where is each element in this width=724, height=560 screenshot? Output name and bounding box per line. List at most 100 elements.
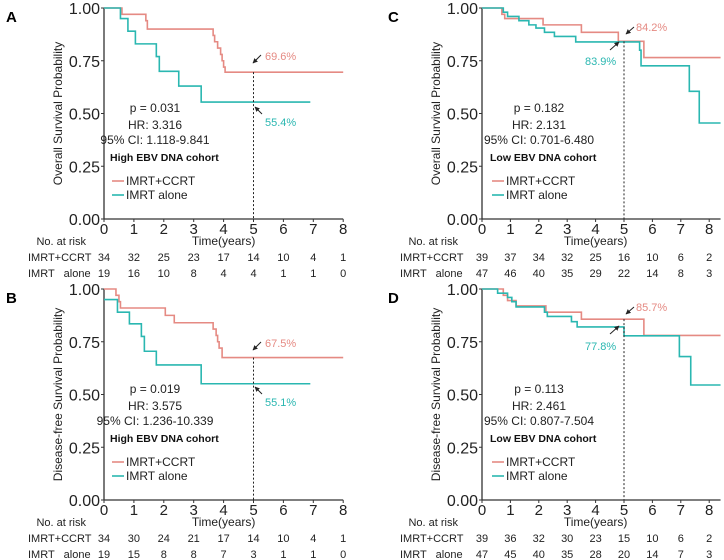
risk-row-label: IMRT alone	[28, 549, 91, 560]
risk-count: 32	[561, 252, 573, 264]
risk-count: 10	[277, 533, 289, 545]
x-tick-label: 8	[339, 221, 347, 238]
risk-row-label: IMRT+CCRT	[400, 533, 464, 545]
x-tick-label: 5	[620, 502, 628, 519]
x-tick-label: 7	[309, 502, 317, 519]
risk-count: 10	[277, 252, 289, 264]
annotation-arrow	[609, 325, 620, 335]
cohort-label: Low EBV DNA cohort	[490, 433, 597, 445]
y-tick-label: 0.75	[69, 54, 100, 71]
risk-count: 8	[191, 549, 197, 560]
five-year-survival-label: 55.1%	[265, 397, 296, 409]
y-tick-label: 1.00	[447, 282, 478, 299]
risk-count: 23	[188, 252, 200, 264]
y-tick-label: 0.75	[69, 335, 100, 352]
hazard-ratio: HR: 2.461	[512, 399, 566, 413]
y-axis-title: Disease-free Survival Probability	[429, 308, 443, 481]
five-year-survival-label: 85.7%	[636, 302, 667, 314]
km-curve-imrt-ccrt	[104, 7, 344, 73]
risk-count: 8	[161, 549, 167, 560]
hazard-ratio: HR: 2.131	[512, 118, 566, 132]
x-tick-label: 0	[100, 221, 108, 238]
risk-count: 23	[589, 533, 601, 545]
risk-count: 30	[561, 533, 573, 545]
risk-count: 19	[98, 268, 110, 280]
x-axis-title: Time(years)	[564, 234, 628, 248]
panel-b: B0.000.250.500.751.000 1 2 3 4 5 6 7 8Disease-fr…	[6, 282, 347, 560]
risk-count: 22	[618, 268, 630, 280]
legend-label: IMRT alone	[506, 469, 568, 483]
x-tick-label: 7	[677, 502, 685, 519]
risk-count: 25	[589, 252, 601, 264]
risk-count: 35	[561, 549, 573, 560]
y-tick-label: 0.25	[447, 440, 478, 457]
x-axis-title: Time(years)	[564, 515, 628, 529]
x-tick-label: 4	[219, 221, 227, 238]
y-tick-label: 0.25	[69, 440, 100, 457]
legend-label: IMRT alone	[126, 188, 188, 202]
risk-row-label: IMRT alone	[400, 268, 463, 280]
x-tick-label: 0	[100, 502, 108, 519]
x-tick-label: 3	[190, 221, 198, 238]
risk-count: 25	[158, 252, 170, 264]
y-tick-label: 0.50	[447, 107, 478, 124]
x-tick-label: 4	[591, 502, 599, 519]
risk-count: 15	[128, 549, 140, 560]
risk-count: 1	[280, 549, 286, 560]
risk-count: 7	[678, 549, 684, 560]
panel-letter: D	[388, 290, 399, 307]
x-tick-label: 2	[160, 221, 168, 238]
x-tick-label: 2	[535, 502, 543, 519]
km-curve-imrt-alone	[104, 298, 311, 385]
x-axis-title: Time(years)	[192, 234, 256, 248]
annotation-arrow	[254, 386, 263, 395]
risk-count: 15	[618, 533, 630, 545]
x-tick-label: 6	[648, 221, 656, 238]
x-tick-label: 3	[563, 502, 571, 519]
five-year-survival-label: 67.5%	[265, 338, 296, 350]
x-tick-label: 3	[563, 221, 571, 238]
cohort-label: Low EBV DNA cohort	[490, 152, 597, 164]
y-tick-label: 0.75	[447, 335, 478, 352]
x-tick-label: 1	[130, 502, 138, 519]
risk-count: 14	[247, 252, 259, 264]
x-tick-label: 0	[478, 221, 486, 238]
annotation-arrow	[254, 106, 263, 115]
y-axis-title: Overall Survival Probability	[51, 42, 65, 185]
risk-count: 47	[476, 549, 488, 560]
risk-count: 21	[188, 533, 200, 545]
risk-count: 3	[250, 549, 256, 560]
legend-label: IMRT alone	[506, 188, 568, 202]
x-tick-label: 0	[478, 502, 486, 519]
x-tick-label: 8	[339, 502, 347, 519]
y-tick-label: 0.00	[447, 212, 478, 229]
risk-count: 1	[280, 268, 286, 280]
annotation-arrow	[625, 306, 635, 315]
risk-count: 32	[533, 533, 545, 545]
risk-count: 20	[618, 549, 630, 560]
y-axis-title: Disease-free Survival Probability	[51, 308, 65, 481]
five-year-survival-label: 84.2%	[636, 22, 667, 34]
risk-row-label: IMRT alone	[400, 549, 463, 560]
x-tick-label: 8	[705, 502, 713, 519]
risk-count: 1	[340, 252, 346, 264]
x-tick-label: 7	[677, 221, 685, 238]
x-tick-label: 1	[506, 221, 514, 238]
km-curve-imrt-ccrt	[482, 288, 721, 337]
risk-count: 40	[533, 549, 545, 560]
x-tick-label: 7	[309, 221, 317, 238]
annotation-arrow	[252, 54, 262, 64]
risk-count: 10	[158, 268, 170, 280]
cohort-label: High EBV DNA cohort	[110, 433, 219, 445]
risk-count: 30	[128, 533, 140, 545]
risk-count: 14	[646, 268, 658, 280]
risk-count: 36	[504, 533, 516, 545]
x-tick-label: 2	[160, 502, 168, 519]
risk-count: 8	[678, 268, 684, 280]
p-value: p = 0.019	[130, 382, 181, 396]
x-tick-label: 5	[249, 502, 257, 519]
y-tick-label: 0.00	[69, 493, 100, 510]
x-tick-label: 1	[506, 502, 514, 519]
y-tick-label: 0.00	[69, 212, 100, 229]
y-tick-label: 0.75	[447, 54, 478, 71]
